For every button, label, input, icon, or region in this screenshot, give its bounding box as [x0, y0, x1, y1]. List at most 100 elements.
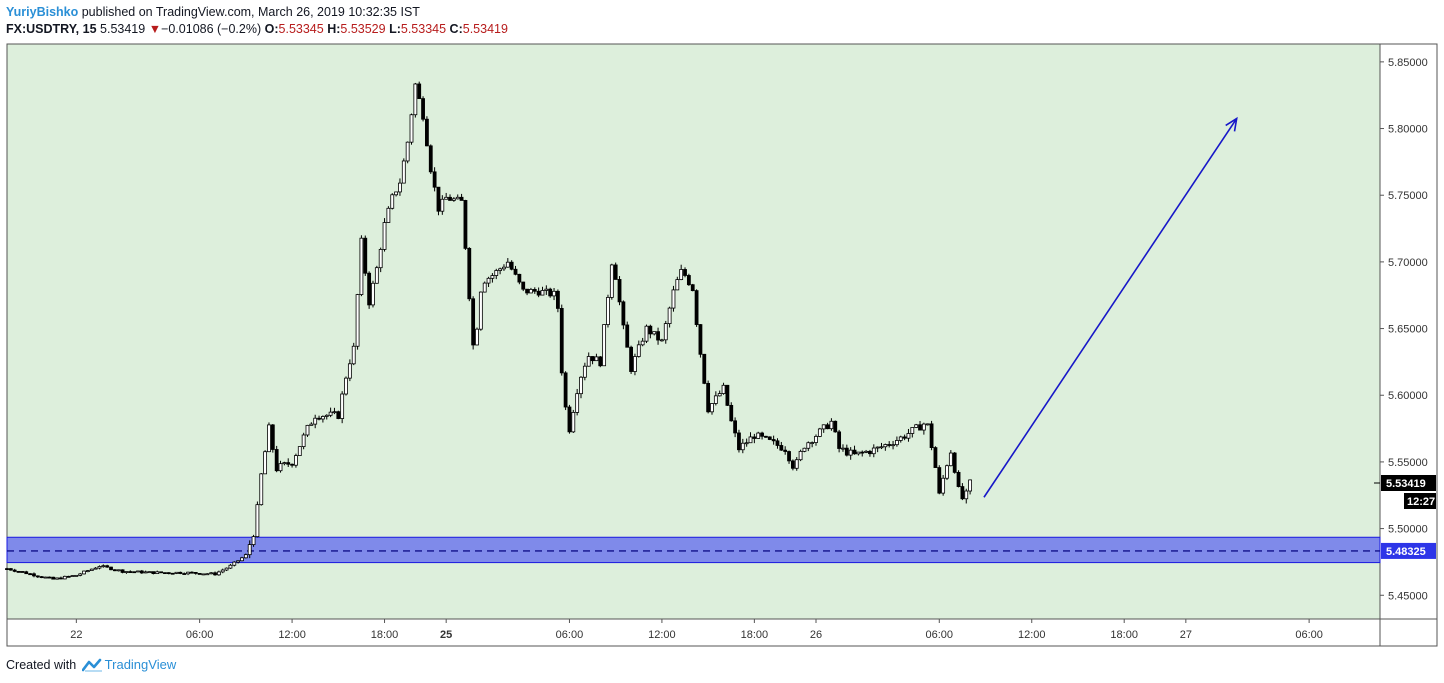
x-tick-label: 22	[70, 629, 82, 641]
candle	[713, 391, 718, 406]
candle	[521, 281, 526, 292]
candle-body	[829, 420, 834, 430]
candle	[136, 570, 140, 573]
candle-body	[729, 404, 734, 422]
candle-body	[844, 447, 849, 456]
candle	[232, 561, 237, 567]
candle	[305, 424, 310, 437]
candle	[35, 575, 40, 578]
candle-body	[220, 569, 225, 573]
candle-body	[409, 114, 414, 143]
candle-body	[948, 452, 953, 467]
candle	[744, 438, 749, 447]
candle-body	[498, 268, 503, 271]
candle	[902, 434, 907, 441]
candle	[371, 280, 375, 308]
candle-body	[405, 141, 410, 162]
candle-body	[675, 279, 680, 291]
forecast-arrowhead	[1225, 116, 1238, 132]
candle-body	[567, 406, 572, 433]
publish-text: published on TradingView.com, March 26, …	[81, 5, 420, 19]
candle	[883, 443, 888, 451]
candle-body	[898, 436, 903, 441]
candle	[413, 82, 418, 118]
candle	[20, 571, 25, 573]
candle	[887, 441, 892, 448]
candle	[444, 192, 449, 200]
candle-body	[640, 340, 645, 346]
candle	[814, 434, 818, 446]
candle	[752, 433, 757, 444]
candle-body	[263, 451, 268, 475]
candle-body	[51, 576, 56, 580]
candle-body	[228, 564, 233, 569]
candle	[964, 488, 969, 504]
candle	[482, 281, 487, 293]
candle	[86, 569, 90, 573]
candle	[532, 287, 537, 294]
candle-body	[918, 424, 922, 431]
candle	[598, 355, 603, 368]
candle	[802, 447, 807, 453]
candle-body	[70, 575, 75, 577]
candle-body	[725, 384, 730, 406]
candle-body	[136, 570, 140, 573]
candle-body	[833, 420, 838, 433]
candle-body	[382, 222, 387, 250]
candle-body	[444, 196, 449, 200]
candle-body	[132, 571, 137, 574]
candle	[294, 453, 298, 468]
candle-body	[887, 444, 892, 446]
candle	[683, 267, 687, 278]
candle-body	[66, 575, 71, 578]
candle	[82, 570, 86, 575]
candle-body	[679, 269, 684, 281]
candle-body	[475, 328, 479, 346]
symbol-label: FX:USDTRY, 15	[6, 22, 97, 36]
tradingview-brand[interactable]: TradingView	[104, 657, 177, 672]
candle	[267, 422, 271, 453]
candle-body	[340, 393, 345, 419]
candle-body	[937, 467, 942, 494]
candle-body	[656, 331, 660, 341]
ohlc-legend: FX:USDTRY, 15 5.53419 ▼−0.01086 (−0.2%) …	[6, 22, 508, 36]
candle	[455, 194, 460, 200]
candle-body	[540, 290, 545, 296]
candle	[760, 431, 764, 440]
candle	[844, 444, 849, 457]
candle-body	[55, 577, 59, 580]
candle-body	[783, 449, 788, 452]
candle-body	[710, 403, 714, 413]
candle	[8, 567, 13, 571]
candle	[686, 273, 691, 286]
candle	[621, 300, 626, 330]
candle	[224, 567, 229, 572]
candle	[860, 450, 865, 457]
last-price: 5.53419	[100, 22, 146, 36]
candle-body	[536, 290, 541, 296]
candle	[629, 345, 633, 374]
candle-body	[660, 339, 664, 342]
candle-body	[910, 427, 915, 434]
candle-body	[166, 572, 171, 575]
candle-body	[324, 414, 329, 417]
candle	[625, 321, 630, 348]
candle	[586, 352, 591, 367]
candle-body	[621, 301, 626, 326]
author-name[interactable]: YuriyBishko	[6, 5, 79, 19]
candle-body	[494, 270, 499, 276]
footer: Created with TradingView	[6, 657, 176, 672]
candle	[505, 258, 510, 268]
candle-body	[852, 449, 857, 455]
candle-body	[733, 420, 738, 434]
last-price-badge	[1381, 474, 1436, 491]
candle-body	[143, 571, 148, 574]
candle	[193, 572, 198, 575]
candle	[390, 193, 395, 210]
candle-body	[236, 560, 241, 563]
candle-body	[371, 282, 375, 306]
candle	[255, 501, 260, 538]
change-value: −0.01086 (−0.2%)	[161, 22, 262, 36]
candle-body	[502, 266, 506, 270]
